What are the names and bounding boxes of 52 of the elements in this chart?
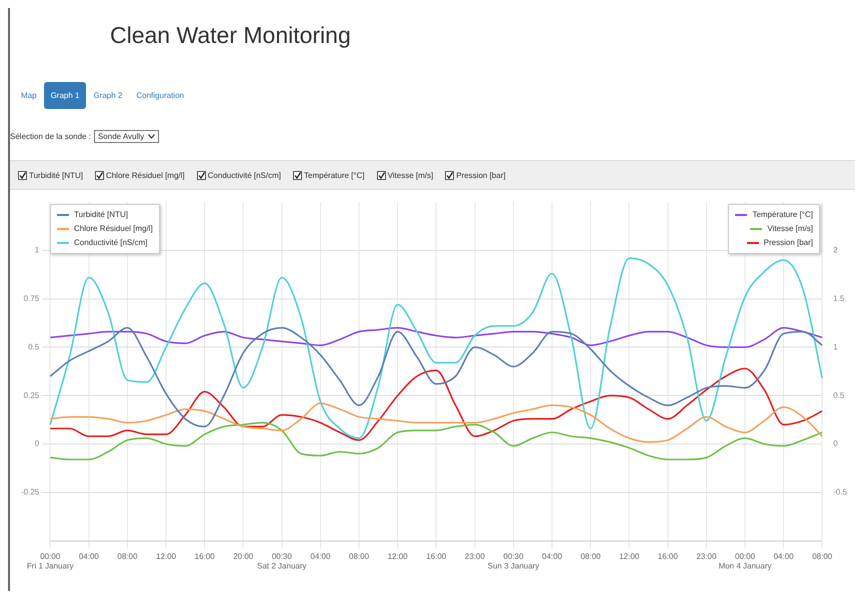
legend-label: Vitesse [m/s] xyxy=(767,223,813,235)
y2-tick-label: 0.5 xyxy=(833,390,845,400)
x-tick-label: 08:00 xyxy=(580,552,602,561)
x-tick-label: 04:00 xyxy=(542,552,563,561)
y-tick-label: 0.25 xyxy=(24,390,40,400)
x-tick-label: 16:00 xyxy=(658,552,678,561)
x-tick-label: 08:00 xyxy=(349,552,370,561)
chart-title: Clean Water Monitoring xyxy=(110,22,351,49)
y2-tick-label: -0.5 xyxy=(833,488,848,497)
x-tick-label: 16:00 xyxy=(194,552,216,561)
text: Chlore Résiduel [mg/l] xyxy=(106,170,185,180)
legend-label: Conductivité [nS/cm] xyxy=(74,237,148,249)
text: Sélection de la sonde : xyxy=(10,132,91,141)
x-tick-label: 12:00 xyxy=(619,552,640,561)
x-tick-label: 23:00 xyxy=(464,552,486,561)
text: Configuration xyxy=(135,90,185,102)
legend-label: Chlore Résiduel [mg/l] xyxy=(74,223,153,235)
y-tick-label: 0.75 xyxy=(24,294,40,304)
legend-label: Pression [bar] xyxy=(764,237,813,249)
x-tick-label: 12:00 xyxy=(156,552,177,561)
x-tick-label: 20:00 xyxy=(233,552,254,561)
x-tick-label: 04:00 xyxy=(310,552,331,561)
x-tick-label: 00:00 Fri 1 January xyxy=(26,552,74,570)
caption: Graph 1 xyxy=(44,82,86,109)
caption: Graph 2 xyxy=(92,90,124,102)
legend-label: Température [°C] xyxy=(752,209,813,221)
y-tick-label: 1 xyxy=(34,246,40,255)
x-tick-label: 12:00 xyxy=(388,552,408,561)
y2-tick-label: 1 xyxy=(833,342,838,352)
text: Sonde Avully xyxy=(94,130,160,143)
y-tick-label: 0.5 xyxy=(28,342,40,352)
y2-tick-label: 0 xyxy=(833,439,838,448)
text: Vitesse [m/s] xyxy=(388,170,434,180)
x-tick-label: 23:00 xyxy=(696,552,717,561)
x-tick-label: 00:30 Sun 3 January xyxy=(488,552,540,570)
text: Pression [bar] xyxy=(456,170,506,180)
x-tick-label: 04:00 xyxy=(78,552,100,561)
x-tick-label: 00:30 Sat 2 January xyxy=(257,552,307,570)
y-tick-label: -0.25 xyxy=(21,488,40,497)
text: Conductivité [nS/cm] xyxy=(208,170,282,180)
y2-tick-label: 1.5 xyxy=(833,294,845,304)
legend-label: Turbidité [NTU] xyxy=(74,209,128,221)
y2-tick-label: 2 xyxy=(833,246,838,255)
text: Température [°C] xyxy=(304,170,365,180)
y-tick-label: 0 xyxy=(34,439,40,448)
text: Map xyxy=(20,90,38,102)
x-tick-label: 04:00 xyxy=(774,552,794,561)
x-tick-label: 00:00 Mon 4 January xyxy=(718,552,772,570)
x-tick-label: 08:00 xyxy=(812,552,833,561)
text: Turbidité [NTU] xyxy=(29,170,83,180)
x-tick-label: 16:00 xyxy=(426,552,447,561)
x-tick-label: 08:00 xyxy=(117,552,138,561)
